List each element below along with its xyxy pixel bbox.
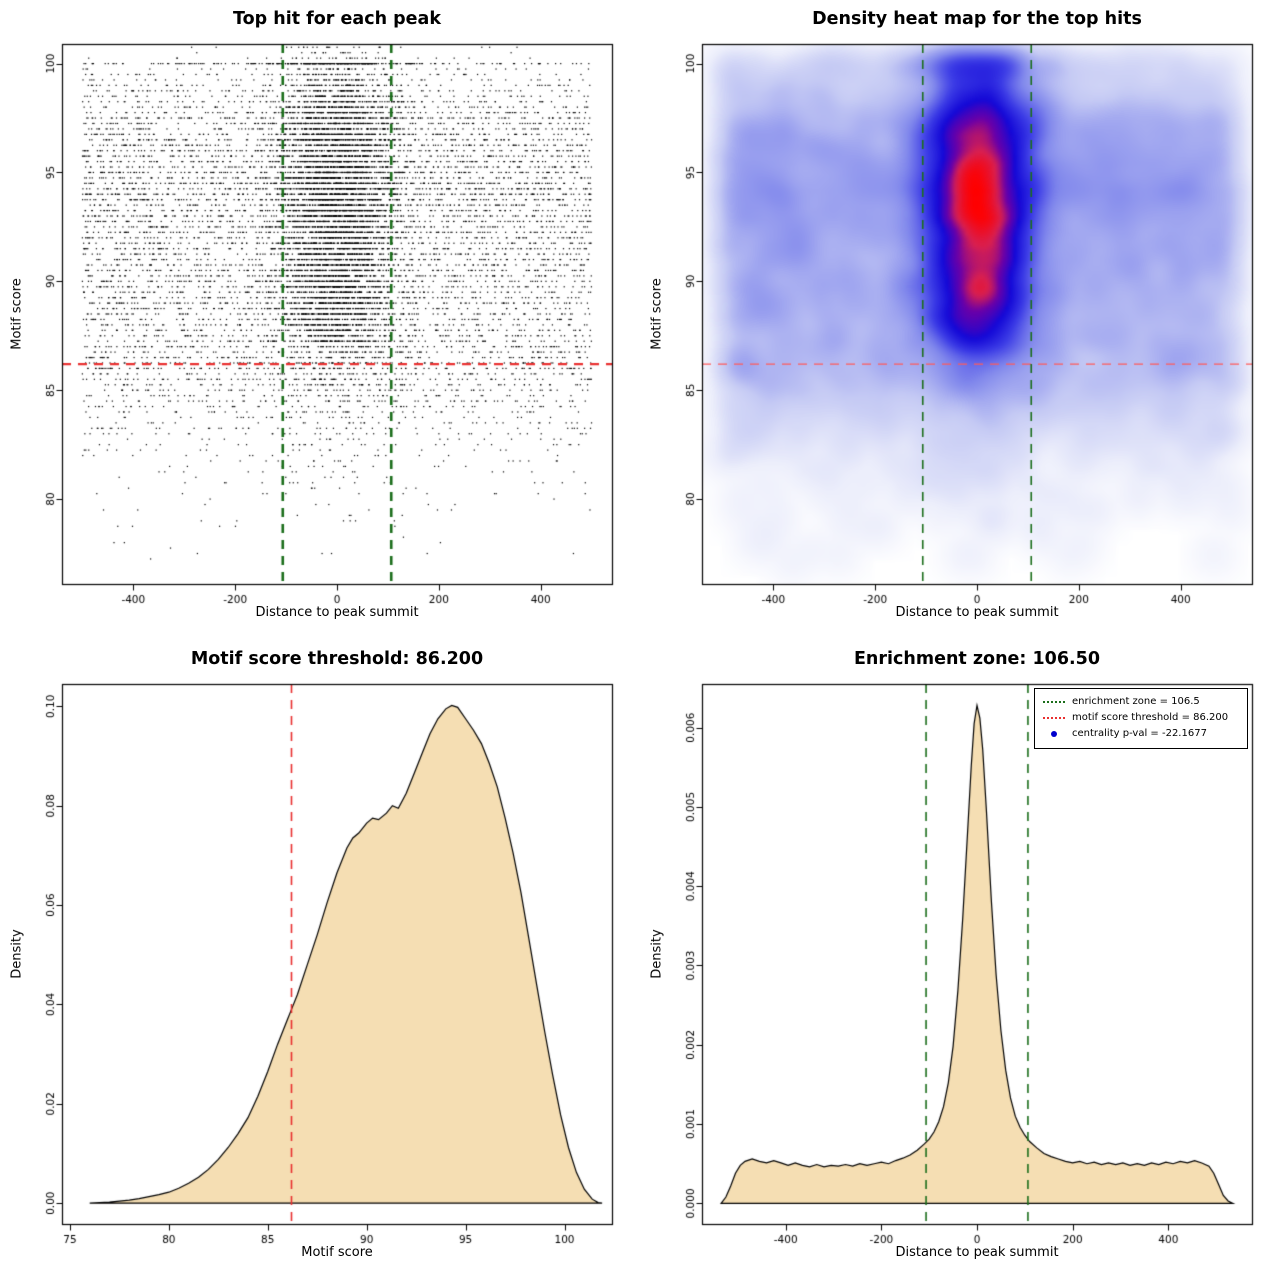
heatmap-title: Density heat map for the top hits xyxy=(812,9,1142,29)
heatmap-x-axis-label: Distance to peak summit xyxy=(895,605,1059,620)
scatter-y-axis-label: Motif score xyxy=(9,278,25,350)
panel-density-heatmap: Density heat map for the top hits Distan… xyxy=(640,0,1280,640)
scatter-title: Top hit for each peak xyxy=(233,9,441,29)
score-density-title: Motif score threshold: 86.200 xyxy=(190,649,484,669)
heatmap-canvas xyxy=(640,0,1280,640)
distance-density-y-axis-label: Density xyxy=(649,929,665,979)
legend-label-centrality-pval: centrality p-val = -22.1677 xyxy=(1072,728,1207,739)
score-threshold-line-icon xyxy=(1043,713,1065,723)
legend-item-score-threshold: motif score threshold = 86.200 xyxy=(1043,710,1239,726)
distance-density-title: Enrichment zone: 106.50 xyxy=(853,649,1101,669)
heatmap-y-axis-label: Motif score xyxy=(649,278,665,350)
scatter-x-axis-label: Distance to peak summit xyxy=(255,605,419,620)
red-dotted-line-icon xyxy=(1043,717,1065,719)
panel-distance-density: Enrichment zone: 106.50 Distance to peak… xyxy=(640,640,1280,1280)
enrichment-zone-line-icon xyxy=(1043,697,1065,707)
legend-label-score-threshold: motif score threshold = 86.200 xyxy=(1072,712,1229,723)
score-density-canvas xyxy=(0,640,640,1280)
legend-label-enrichment-zone: enrichment zone = 106.5 xyxy=(1072,696,1200,707)
panel-score-density: Motif score threshold: 86.200 Motif scor… xyxy=(0,640,640,1280)
legend-item-enrichment-zone: enrichment zone = 106.5 xyxy=(1043,694,1239,710)
green-dotted-line-icon xyxy=(1043,701,1065,703)
centrality-point-icon xyxy=(1043,729,1065,739)
distance-density-x-axis-label: Distance to peak summit xyxy=(895,1245,1059,1260)
legend-item-centrality-pval: centrality p-val = -22.1677 xyxy=(1043,726,1239,742)
scatter-canvas xyxy=(0,0,640,640)
blue-dot-icon xyxy=(1051,731,1057,737)
score-density-x-axis-label: Motif score xyxy=(301,1245,373,1260)
panel-top-hits-scatter: Top hit for each peak Distance to peak s… xyxy=(0,0,640,640)
score-density-y-axis-label: Density xyxy=(9,929,25,979)
legend: enrichment zone = 106.5 motif score thre… xyxy=(1034,688,1248,749)
